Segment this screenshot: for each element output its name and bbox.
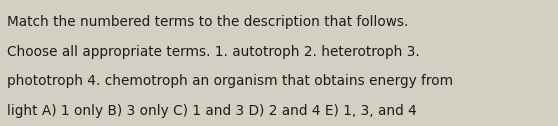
- Text: Match the numbered terms to the description that follows.: Match the numbered terms to the descript…: [7, 15, 408, 29]
- Text: Choose all appropriate terms. 1. autotroph 2. heterotroph 3.: Choose all appropriate terms. 1. autotro…: [7, 45, 420, 59]
- Text: phototroph 4. chemotroph an organism that obtains energy from: phototroph 4. chemotroph an organism tha…: [7, 74, 454, 88]
- Text: light A) 1 only B) 3 only C) 1 and 3 D) 2 and 4 E) 1, 3, and 4: light A) 1 only B) 3 only C) 1 and 3 D) …: [7, 104, 417, 118]
